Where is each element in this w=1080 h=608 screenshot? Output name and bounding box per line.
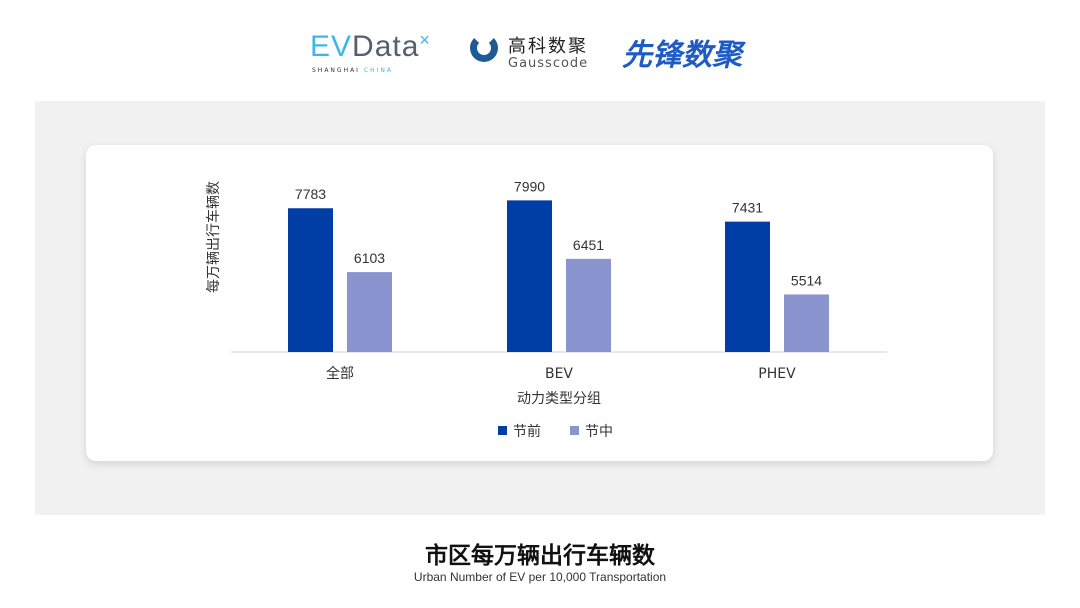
xianfeng-logo: 先锋数聚 bbox=[622, 38, 742, 73]
evdata-logo: EVData× bbox=[310, 30, 431, 63]
bar-PHEV-节中 bbox=[784, 294, 829, 352]
gausscode-icon bbox=[470, 34, 498, 62]
data-label: 7431 bbox=[732, 200, 763, 216]
page-subtitle: Urban Number of EV per 10,000 Transporta… bbox=[413, 570, 667, 584]
page-title: 市区每万辆出行车辆数 bbox=[425, 543, 655, 569]
legend-swatch-0 bbox=[498, 426, 507, 435]
legend-label: 节前 bbox=[513, 423, 541, 440]
legend-swatch-1 bbox=[570, 426, 579, 435]
gausscode-en: Gausscode bbox=[508, 56, 589, 71]
x-tick-label: 全部 bbox=[326, 365, 354, 382]
bar-PHEV-节前 bbox=[725, 221, 770, 352]
bar-BEV-节中 bbox=[566, 258, 611, 352]
x-tick-label: BEV bbox=[545, 366, 573, 382]
bar-BEV-节前 bbox=[507, 200, 552, 352]
data-label: 6451 bbox=[573, 237, 604, 253]
y-axis-title: 每万辆出行车辆数 bbox=[205, 181, 222, 293]
gausscode-cn: 高科数聚 bbox=[508, 36, 588, 57]
logos: EVData× SHANGHAI CHINA 高科数聚 Gausscode 先锋… bbox=[0, 22, 1080, 74]
x-axis-title: 动力类型分组 bbox=[517, 391, 601, 407]
data-label: 5514 bbox=[791, 272, 822, 288]
data-label: 6103 bbox=[354, 250, 385, 266]
x-tick-label: PHEV bbox=[758, 366, 796, 382]
legend-label: 节中 bbox=[585, 424, 613, 440]
data-label: 7783 bbox=[295, 186, 326, 202]
evdata-subtitle: SHANGHAI CHINA bbox=[312, 67, 393, 74]
data-label: 7990 bbox=[514, 178, 545, 194]
bar-全部-节中 bbox=[347, 272, 392, 352]
bar-全部-节前 bbox=[288, 208, 333, 352]
